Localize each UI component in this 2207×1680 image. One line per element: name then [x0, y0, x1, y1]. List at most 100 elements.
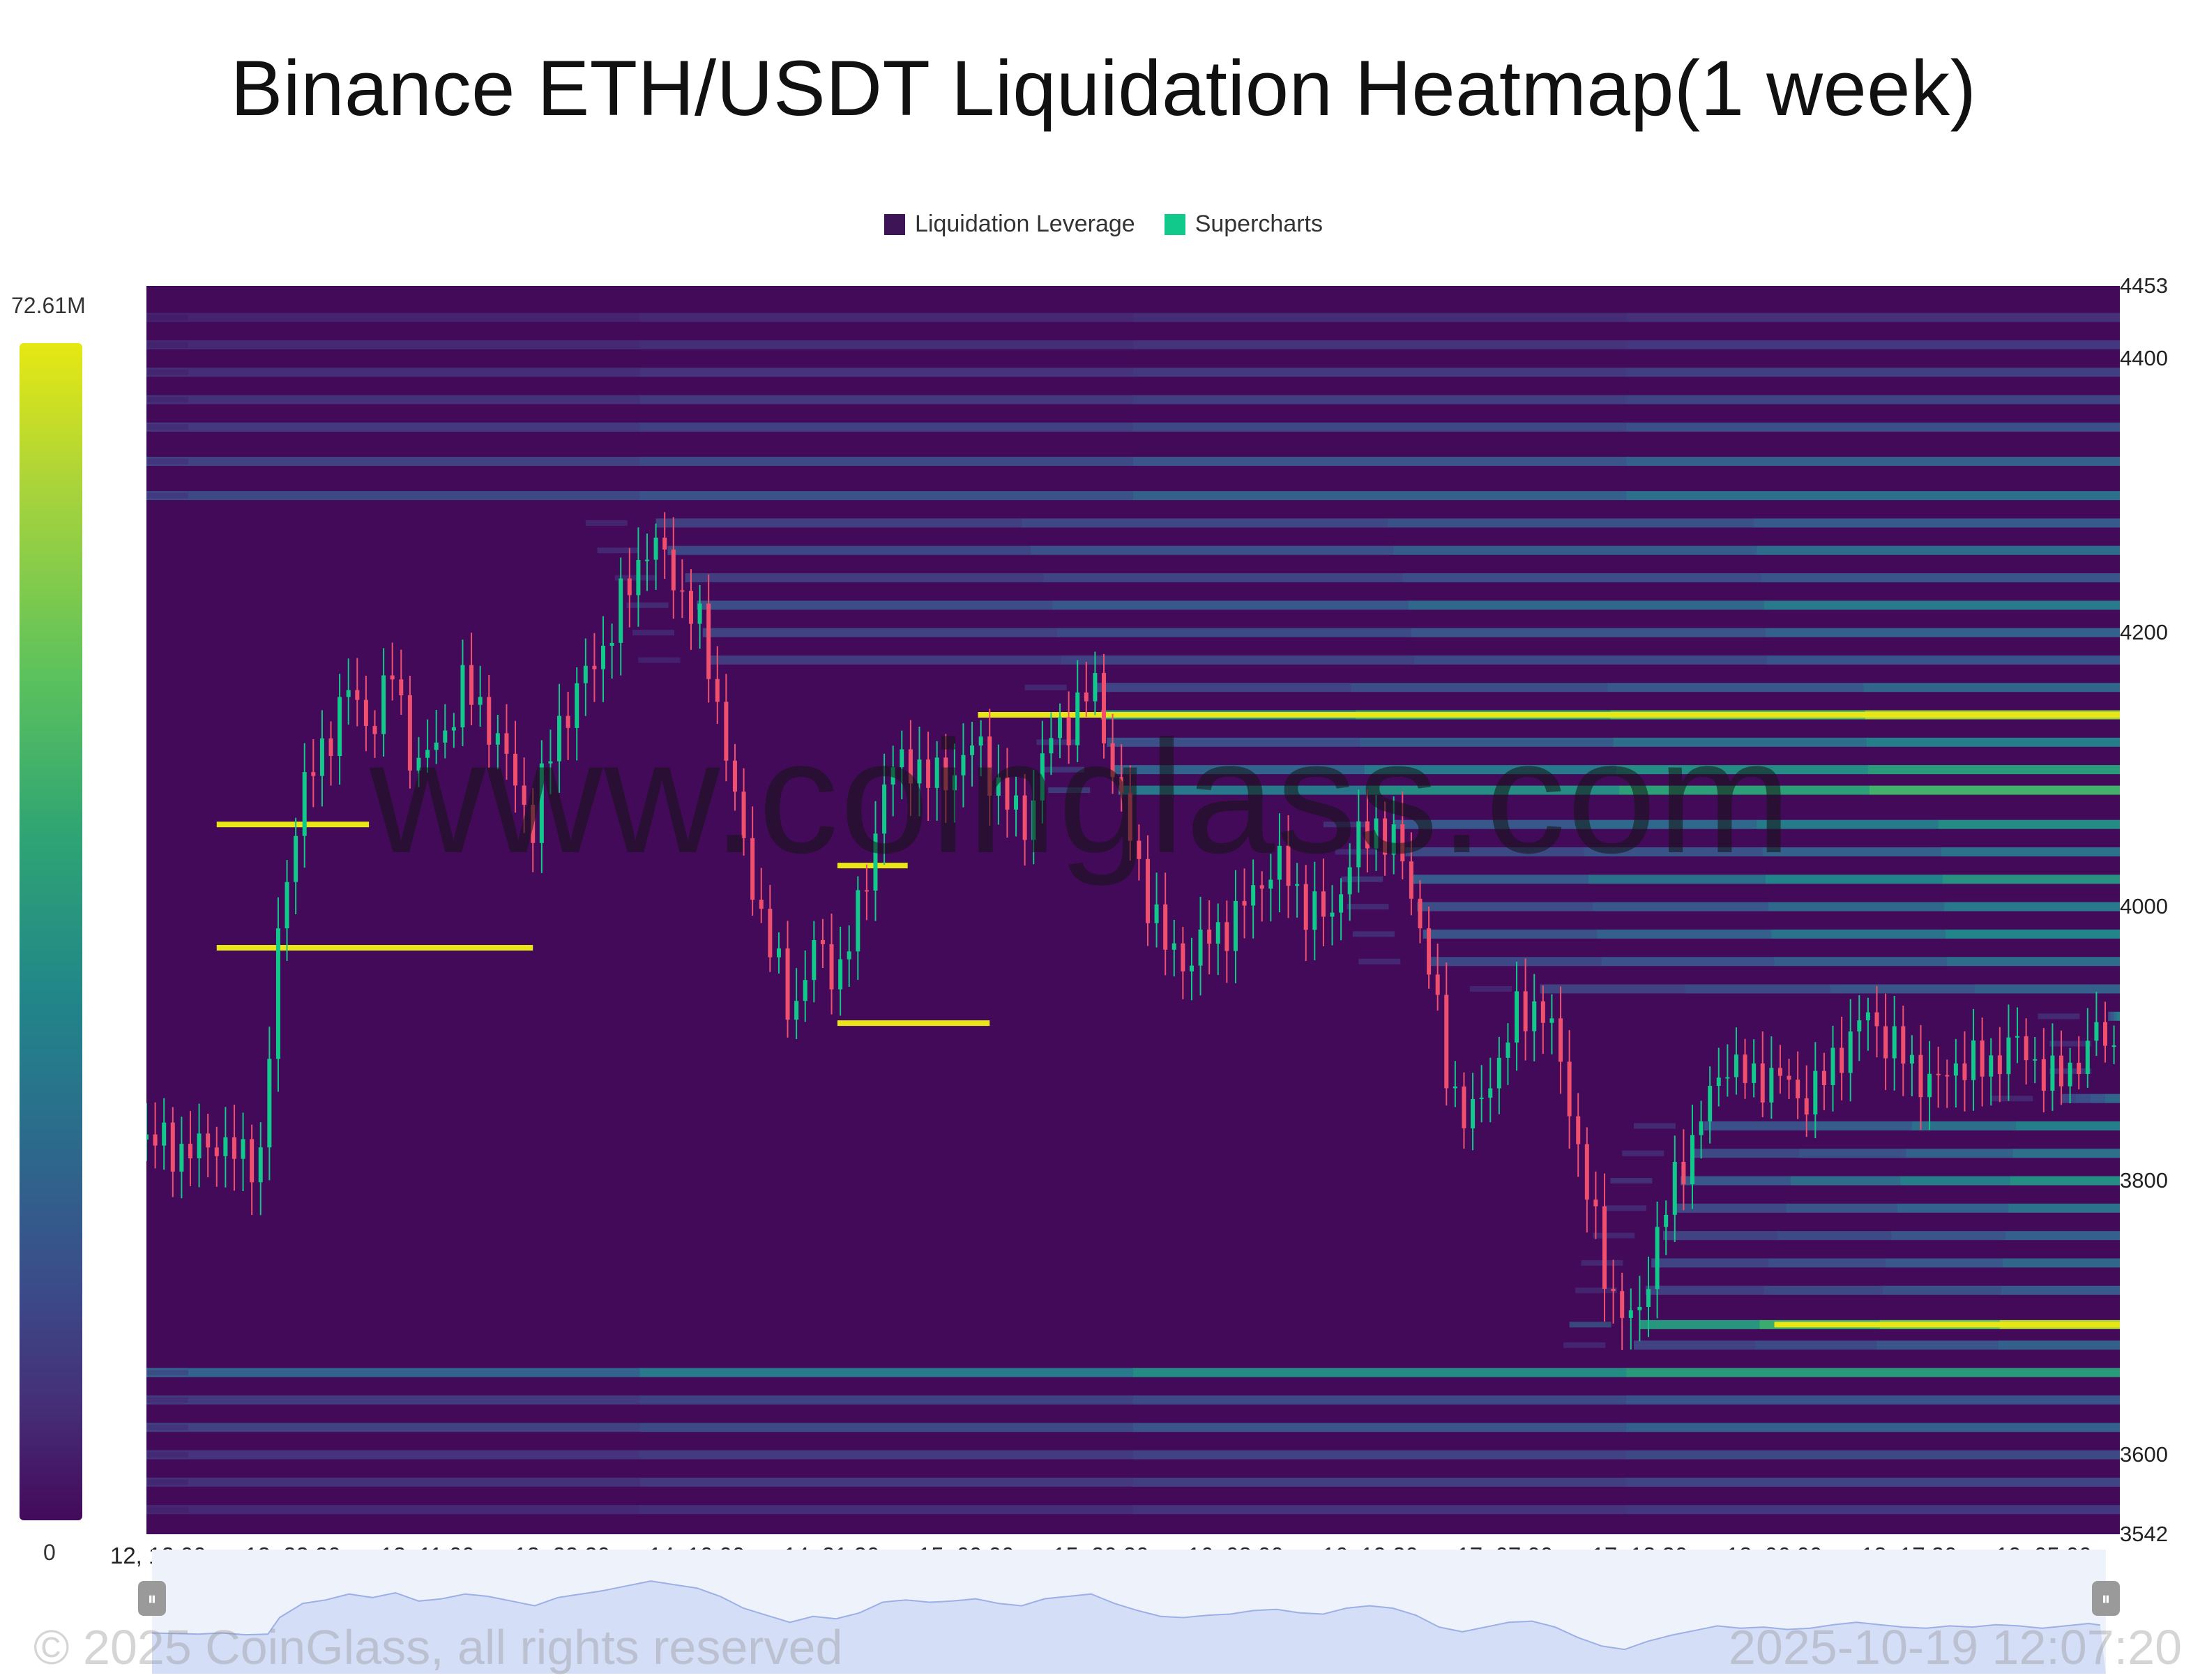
price-candle-body [443, 730, 448, 743]
price-candle-body [987, 736, 992, 796]
liquidation-level-band [1423, 929, 1598, 939]
liquidation-level-band [1765, 628, 2120, 637]
price-candle-body [1110, 743, 1115, 778]
price-candle-body [575, 683, 579, 728]
price-candle-body [1102, 673, 1107, 743]
peak-liquidation-level [837, 1020, 990, 1027]
liquidation-level-band [1882, 1285, 2002, 1295]
y-axis-tick-label: 4400 [2120, 346, 2168, 371]
price-candle-body [1181, 943, 1185, 971]
price-candle-body [1215, 922, 1220, 944]
price-candle-body [539, 763, 544, 843]
navigator-area [152, 1581, 2106, 1674]
liquidation-level-band [1786, 1203, 1898, 1213]
price-candle-body [1154, 904, 1159, 923]
price-candle-body [1418, 898, 1423, 929]
price-candle-body [302, 772, 307, 836]
price-candle-body [2068, 1062, 2072, 1087]
navigator-right-handle[interactable]: ⏸ [2092, 1581, 2120, 1616]
price-candle-body [1347, 867, 1352, 895]
price-candle-body [864, 890, 869, 892]
liquidation-level-band [1056, 628, 1412, 637]
price-candle-body [1058, 717, 1063, 739]
liquidation-level-halo [1042, 766, 1084, 773]
liquidation-level-halo [1347, 904, 1389, 910]
price-candle-body [609, 642, 614, 646]
price-candle-body [1427, 928, 1432, 975]
price-candle-body [1734, 1054, 1738, 1077]
liquidation-level-band [1043, 573, 1404, 583]
price-candle-body [917, 759, 922, 784]
price-candle-body [1980, 1040, 1985, 1077]
price-candle-body [1909, 1054, 1914, 1064]
liquidation-level-band [1692, 1149, 1800, 1158]
price-candle-body [1356, 821, 1361, 868]
price-candle-body [1066, 717, 1071, 746]
liquidation-level-band [1133, 422, 1628, 432]
price-candle-body [1145, 858, 1150, 923]
price-candle-body [531, 805, 536, 843]
liquidation-level-halo [2038, 1013, 2080, 1020]
liquidation-level-halo [1633, 1123, 1676, 1129]
price-candle-body [601, 646, 606, 669]
legend-item-supercharts[interactable]: Supercharts [1164, 211, 1323, 238]
liquidation-level-band [1351, 683, 1609, 693]
price-candle-body [1883, 1026, 1888, 1059]
liquidation-level-halo [585, 520, 628, 526]
liquidation-level-band [1616, 765, 1869, 775]
liquidation-level-band [1613, 737, 1867, 747]
price-candle-body [1840, 1047, 1844, 1073]
liquidation-level-band [1777, 1231, 1893, 1241]
price-candle-body [1989, 1055, 1994, 1077]
liquidation-level-band [2076, 1093, 2092, 1103]
price-candle-body [882, 784, 887, 834]
navigator-left-handle[interactable]: ⏸ [138, 1581, 166, 1616]
liquidation-level-band [702, 628, 1058, 637]
liquidation-level-band [1866, 737, 2120, 747]
price-candle-body [688, 591, 693, 624]
price-candle-body [451, 727, 456, 731]
liquidation-level-band [1867, 765, 2120, 775]
price-candle-body [978, 736, 983, 746]
price-candle-body [741, 792, 746, 838]
price-candle-body [1040, 753, 1045, 801]
price-candle-body [1830, 1047, 1835, 1085]
price-candle-body [1646, 1289, 1651, 1307]
liquidation-level-band [639, 312, 1134, 322]
y-axis-tick-label: 3600 [2120, 1442, 2168, 1467]
liquidation-level-band [1133, 1450, 1628, 1460]
price-candle-body [1400, 824, 1405, 862]
price-candle-body [504, 733, 509, 754]
price-candle-body [1242, 900, 1247, 906]
liquidation-level-band [639, 457, 1134, 467]
price-candle-body [548, 761, 553, 764]
price-candle-body [644, 559, 649, 561]
heatmap-plot[interactable] [146, 286, 2120, 1534]
price-candle-body [1479, 1097, 1484, 1099]
range-navigator[interactable]: ⏸ ⏸ [138, 1550, 2120, 1674]
liquidation-level-band [1626, 368, 2120, 377]
liquidation-level-band [1575, 819, 1758, 829]
liquidation-level-halo [1036, 739, 1079, 746]
price-candle-body [794, 1001, 799, 1020]
price-candle-body [1515, 991, 1519, 1043]
price-candle-body [188, 1144, 192, 1158]
liquidation-level-band [146, 457, 641, 467]
price-candle-body [2059, 1055, 2064, 1087]
liquidation-level-band [1429, 957, 1602, 967]
price-candle-body [900, 749, 904, 768]
price-candle-body [1848, 1031, 1853, 1073]
price-candle-body [776, 948, 781, 958]
colorscale-bar[interactable] [20, 343, 82, 1520]
liquidation-level-band [1807, 1121, 1913, 1130]
price-candle-body [1374, 818, 1379, 849]
liquidation-level-band [1402, 573, 1762, 583]
liquidation-level-band [1584, 847, 1764, 856]
price-candle-body [724, 702, 729, 761]
liquidation-level-band [1771, 929, 1947, 939]
legend-item-liquidation-leverage[interactable]: Liquidation Leverage [883, 211, 1135, 238]
liquidation-level-halo [146, 1479, 188, 1485]
liquidation-level-band [1133, 368, 1628, 377]
price-candle-body [785, 948, 790, 1020]
liquidation-level-band [1765, 875, 1943, 884]
